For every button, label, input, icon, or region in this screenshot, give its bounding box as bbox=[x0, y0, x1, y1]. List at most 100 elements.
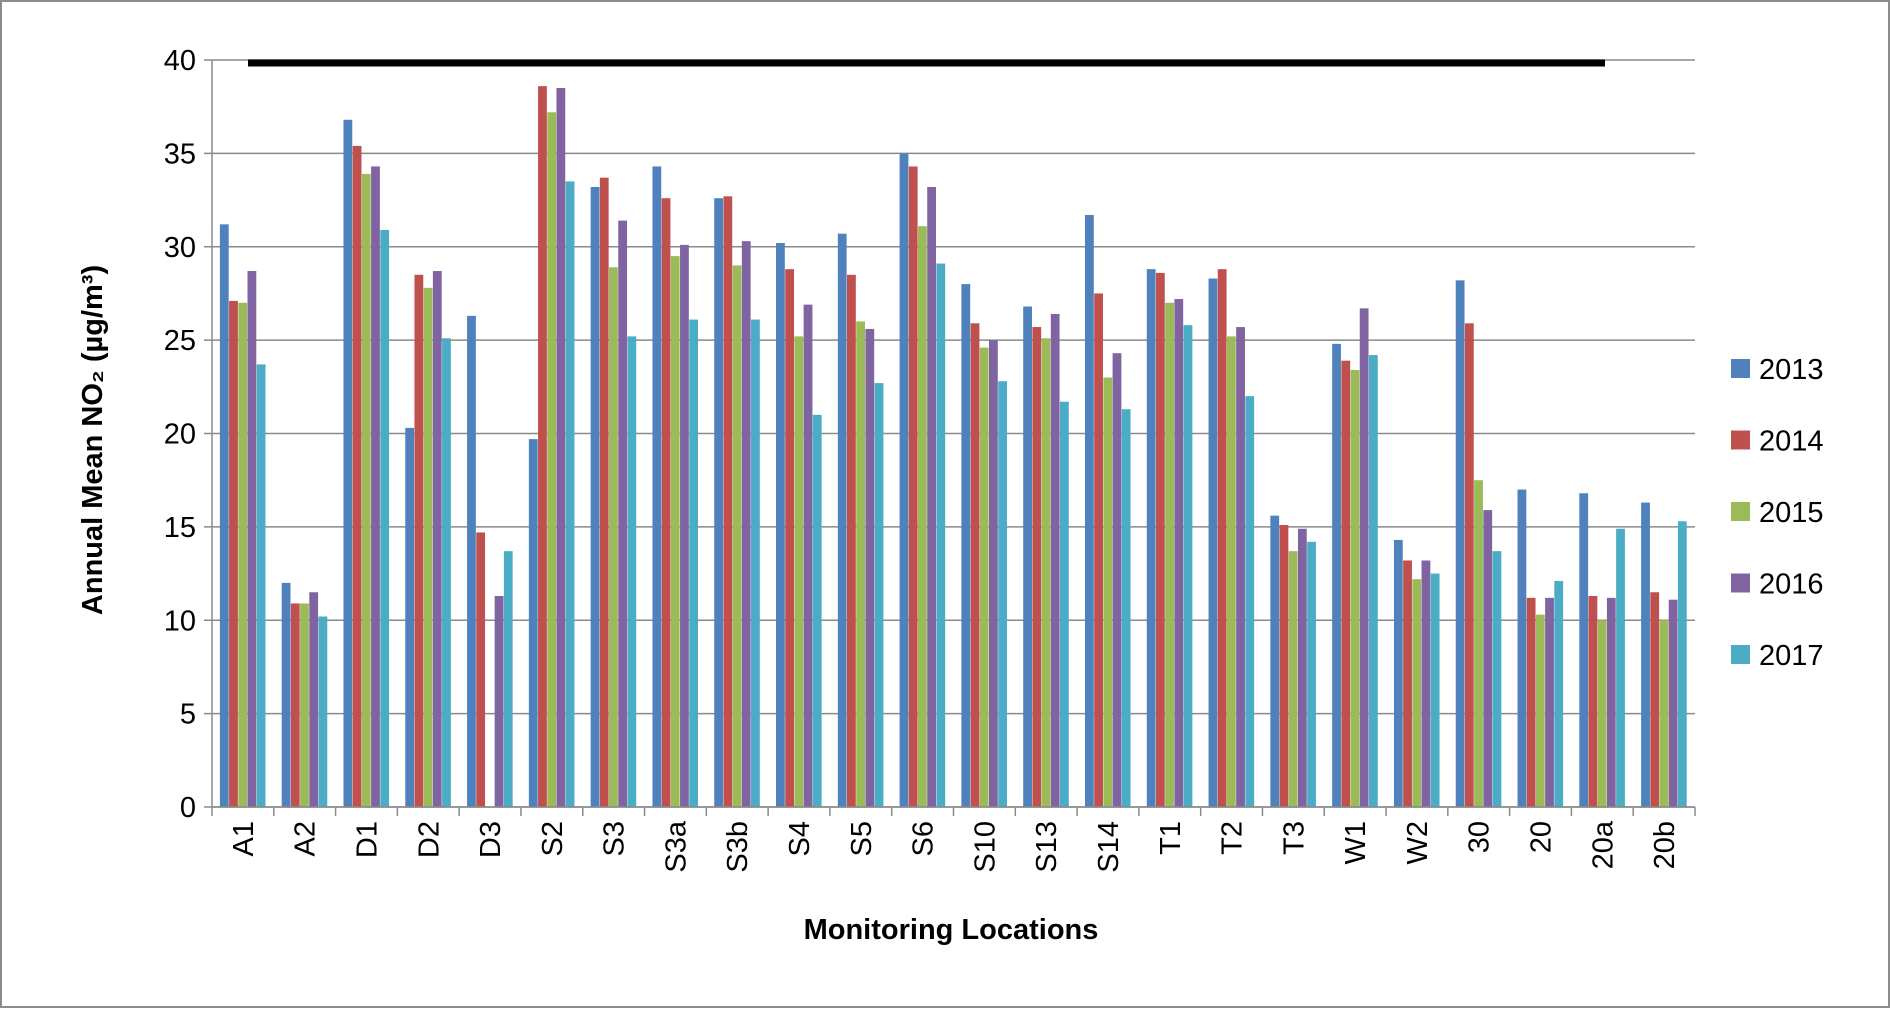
bar-2017-S4 bbox=[812, 414, 822, 807]
bar-2016-S10 bbox=[988, 340, 998, 807]
x-tick-label: T3 bbox=[1278, 821, 1310, 855]
bar-2016-D2 bbox=[432, 271, 442, 808]
bar-2013-D1 bbox=[343, 119, 353, 807]
bar-2013-D2 bbox=[405, 427, 415, 807]
legend-swatch-2017 bbox=[1731, 645, 1750, 664]
bar-2015-S13 bbox=[1041, 338, 1051, 807]
bar-2015-S10 bbox=[979, 347, 989, 807]
bar-2013-S5 bbox=[837, 233, 847, 808]
bar-2015-T1 bbox=[1165, 302, 1174, 807]
legend: 2013 2014 2015 2016 2017 bbox=[1731, 354, 1824, 672]
axes bbox=[211, 59, 1696, 816]
x-tick-labels: A1 A2 D1 D2 D3 S2 S3 S3a S3b S4 S5 S6 S10 S13 S14 T1 T2 T… bbox=[228, 820, 1681, 872]
bar-2015-S5 bbox=[856, 321, 866, 807]
bar-2017-T3 bbox=[1307, 541, 1316, 807]
bar-2017-20 bbox=[1554, 581, 1564, 807]
bar-2017-S2 bbox=[565, 181, 575, 807]
y-tick-label: 25 bbox=[164, 325, 196, 357]
bar-2013-S2 bbox=[528, 439, 538, 807]
bar-2017-20b bbox=[1677, 521, 1687, 807]
bar-2014-30 bbox=[1464, 323, 1474, 807]
bar-2014-A1 bbox=[229, 300, 238, 807]
bar-2017-20a bbox=[1616, 528, 1625, 807]
bar-2014-S6 bbox=[908, 166, 918, 807]
bar-2014-S2 bbox=[538, 86, 547, 807]
bar-2016-S13 bbox=[1050, 313, 1060, 807]
bar-2014-S5 bbox=[847, 274, 856, 807]
bar-2015-S6 bbox=[918, 226, 927, 807]
x-tick-label: S10 bbox=[969, 821, 1001, 873]
bar-2016-S3 bbox=[618, 220, 628, 808]
bar-2017-S14 bbox=[1121, 409, 1131, 807]
bar-2014-D3 bbox=[476, 532, 486, 807]
x-tick-label: S5 bbox=[846, 821, 878, 856]
legend-swatch-2013 bbox=[1731, 359, 1750, 378]
y-tick-label: 10 bbox=[164, 605, 196, 637]
bar-2016-T3 bbox=[1297, 528, 1307, 807]
y-axis-label: Annual Mean NO₂ (µg/m³) bbox=[77, 265, 109, 615]
bar-2016-20b bbox=[1668, 599, 1678, 807]
legend-swatch-2016 bbox=[1731, 573, 1750, 593]
bar-2016-S6 bbox=[927, 186, 937, 808]
bar-2017-S3a bbox=[689, 319, 699, 807]
bar-2015-20b bbox=[1659, 620, 1669, 807]
bar-2017-T1 bbox=[1183, 325, 1193, 807]
legend-label: 2014 bbox=[1759, 426, 1824, 458]
y-tick-label: 15 bbox=[164, 512, 196, 544]
bar-2016-S14 bbox=[1112, 353, 1122, 807]
bar-series bbox=[219, 86, 1687, 808]
bar-2016-W2 bbox=[1421, 560, 1431, 807]
bar-2017-A2 bbox=[318, 616, 328, 807]
x-tick-label: W2 bbox=[1402, 821, 1434, 865]
x-tick-label: D2 bbox=[413, 821, 445, 858]
bar-2016-T2 bbox=[1236, 327, 1245, 807]
bar-2013-20a bbox=[1579, 493, 1589, 807]
x-tick-label: D3 bbox=[475, 821, 507, 858]
x-tick-label: S6 bbox=[908, 821, 940, 856]
bar-2017-S3 bbox=[627, 336, 637, 807]
x-tick-label: S3a bbox=[660, 820, 692, 872]
bar-2013-S10 bbox=[961, 284, 971, 808]
x-tick-label: S13 bbox=[1031, 821, 1063, 873]
bar-2016-D3 bbox=[494, 595, 504, 807]
bar-2013-T3 bbox=[1270, 515, 1280, 807]
legend-label: 2013 bbox=[1759, 354, 1824, 386]
bar-2016-D1 bbox=[371, 166, 380, 807]
bar-2017-S3b bbox=[751, 319, 760, 807]
legend-label: 2017 bbox=[1759, 640, 1824, 672]
x-tick-label: A1 bbox=[228, 821, 260, 856]
bar-2015-S3a bbox=[670, 256, 680, 807]
bar-2014-S3b bbox=[723, 196, 733, 807]
x-tick-label: 20a bbox=[1587, 820, 1619, 869]
y-tick-label: 35 bbox=[164, 138, 196, 170]
bar-2015-S14 bbox=[1103, 377, 1113, 807]
bar-2015-D1 bbox=[361, 173, 371, 808]
bar-2016-T1 bbox=[1174, 299, 1184, 807]
y-tick-label: 20 bbox=[164, 419, 196, 451]
bar-2016-20 bbox=[1545, 597, 1554, 807]
bar-2013-S13 bbox=[1023, 306, 1032, 807]
x-tick-label: D1 bbox=[351, 821, 383, 858]
bar-2016-A2 bbox=[309, 592, 319, 807]
bar-2017-D2 bbox=[442, 338, 451, 807]
bar-2014-S3 bbox=[599, 177, 609, 808]
bar-2014-T1 bbox=[1155, 272, 1165, 807]
bar-2013-S3 bbox=[590, 186, 600, 808]
bar-2016-A1 bbox=[247, 271, 257, 808]
bar-2014-A2 bbox=[290, 603, 300, 807]
bar-2014-S3a bbox=[661, 198, 671, 807]
bar-2014-S14 bbox=[1094, 293, 1103, 807]
legend-swatch-2015 bbox=[1731, 502, 1750, 521]
x-tick-label: S4 bbox=[784, 821, 816, 856]
bar-2016-S3b bbox=[741, 241, 751, 807]
bar-2014-S10 bbox=[970, 323, 980, 807]
legend-label: 2016 bbox=[1759, 569, 1824, 601]
bar-2014-20a bbox=[1588, 595, 1598, 807]
x-tick-label: 20b bbox=[1649, 821, 1681, 869]
x-tick-label: S3 bbox=[599, 821, 631, 856]
bar-2014-D2 bbox=[414, 274, 424, 807]
bar-2015-20a bbox=[1597, 620, 1607, 807]
bar-2017-A1 bbox=[256, 364, 266, 807]
bar-2015-20 bbox=[1535, 614, 1545, 807]
